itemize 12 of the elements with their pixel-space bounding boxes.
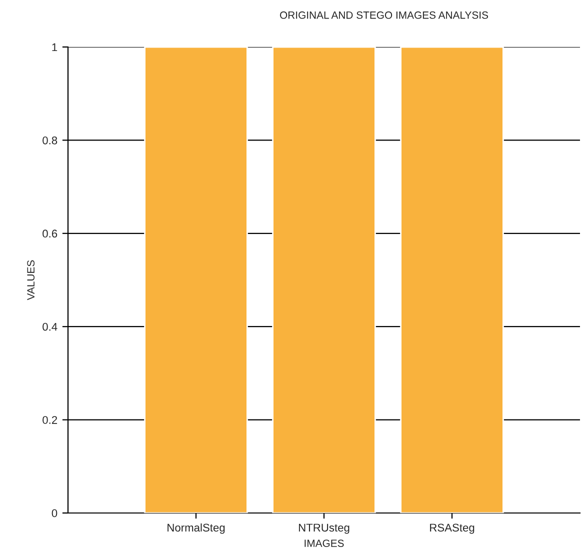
chart-title: ORIGINAL AND STEGO IMAGES ANALYSIS — [280, 11, 488, 19]
x-tick-label: NTRUsteg — [298, 524, 350, 534]
y-tick-label: 0.4 — [42, 322, 58, 331]
y-tick-label: 0 — [52, 509, 58, 518]
y-tick-label: 0.8 — [42, 136, 58, 144]
x-tick-label: NormalSteg — [168, 523, 225, 534]
y-axis-title: VALUES — [27, 260, 35, 300]
x-tick-label: RSASteg — [430, 524, 474, 534]
y-tick-label: 0.2 — [42, 416, 58, 424]
y-tick-label: 1 — [52, 43, 58, 52]
x-axis-title: IMAGES — [304, 540, 344, 547]
y-tick-label: 0.6 — [42, 230, 58, 238]
